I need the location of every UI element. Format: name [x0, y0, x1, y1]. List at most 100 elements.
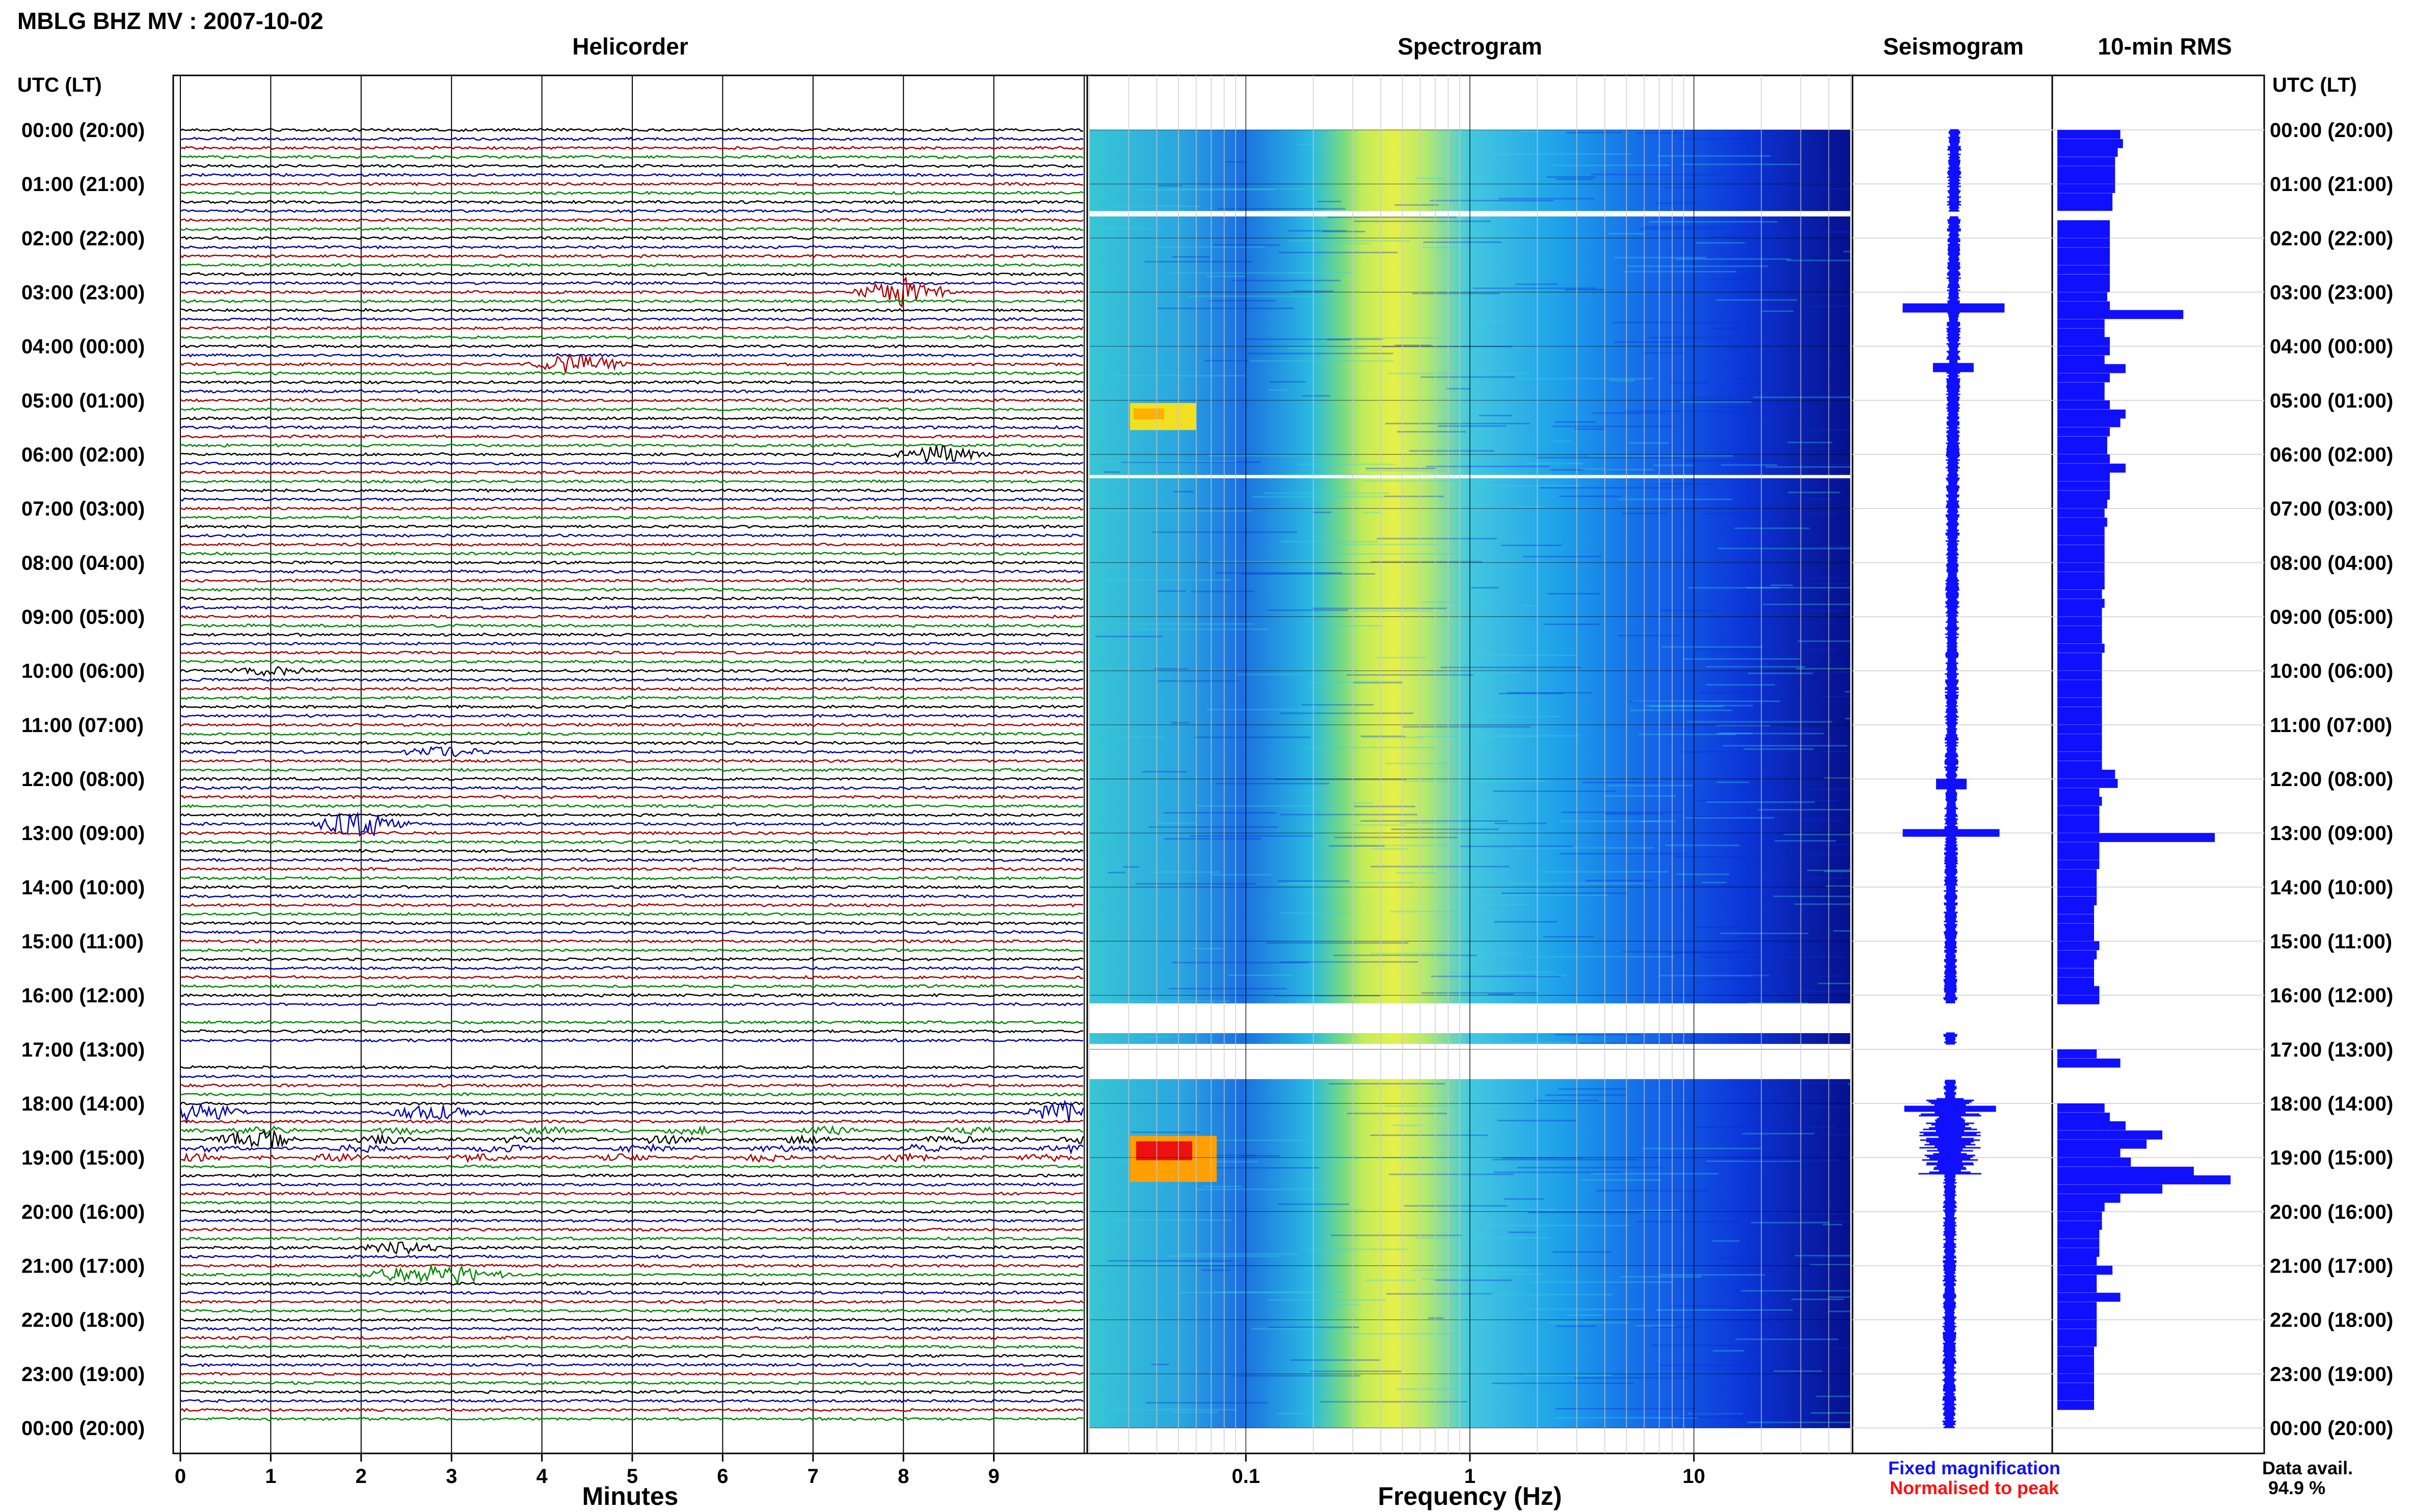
spectrogram-streak — [1328, 1157, 1361, 1159]
spectrogram-streak — [1645, 705, 1753, 707]
spectrogram-streak — [1800, 1082, 1850, 1084]
helicorder-trace — [180, 308, 1084, 313]
spectrogram-streak — [1748, 672, 1813, 674]
spectrogram-streak — [1107, 1409, 1237, 1411]
time-label-left: 11:00 (07:00) — [21, 714, 144, 737]
rms-bar — [2057, 761, 2102, 770]
spectrogram-streak — [1412, 292, 1500, 294]
time-label-right: 08:00 (04:00) — [2270, 552, 2393, 574]
helicorder-trace — [180, 713, 1084, 718]
helicorder-trace — [180, 794, 1084, 799]
spectrogram-streak — [1557, 178, 1594, 180]
spectrogram-streak — [1478, 894, 1608, 896]
spectrogram-streak — [1320, 1401, 1468, 1403]
spectrogram-streak — [1333, 954, 1477, 956]
spectrogram-streak — [1707, 801, 1815, 803]
spectrogram-streak — [1687, 721, 1833, 723]
spectrogram-streak — [1458, 484, 1580, 487]
spectrogram-streak — [1115, 623, 1254, 625]
helicorder-trace — [180, 767, 1084, 772]
spectrogram-streak — [1559, 853, 1685, 855]
rms-bar — [2057, 1157, 2131, 1167]
spectrogram-streak — [1591, 174, 1721, 176]
rms-bar — [2057, 626, 2102, 635]
spectrogram-streak — [1434, 1279, 1512, 1281]
helicorder-trace — [180, 666, 1084, 677]
helicorder-trace — [180, 813, 1084, 818]
spectrogram-streak — [1589, 455, 1733, 457]
spectrogram-streak — [1783, 734, 1804, 736]
helicorder-trace — [180, 803, 1084, 808]
spectrogram-streak — [1699, 692, 1795, 694]
spectrogram-streak — [1783, 833, 1850, 835]
helicorder-trace — [180, 1218, 1083, 1223]
spectrogram-streak — [1691, 1413, 1833, 1415]
spectrogram-xtick-label: 0.1 — [1232, 1465, 1260, 1488]
spectrogram-streak — [1360, 735, 1406, 737]
spectrogram-streak — [1651, 1344, 1766, 1346]
spectrogram-streak — [1653, 464, 1694, 466]
spectrogram-streak — [1404, 1205, 1508, 1207]
helicorder-xlabel: Minutes — [582, 1482, 679, 1510]
rms-bar — [2057, 193, 2113, 202]
spectrogram-streak — [1603, 795, 1676, 797]
spectrogram-streak — [1301, 704, 1374, 706]
helicorder-trace — [180, 1281, 1084, 1286]
helicorder-xtick-label: 5 — [627, 1465, 638, 1488]
helicorder-trace — [180, 235, 1084, 240]
time-label-left: 07:00 (03:00) — [21, 498, 145, 520]
rms-bar — [2057, 833, 2215, 842]
spectrogram-streak — [1148, 826, 1278, 828]
time-label-right: 23:00 (19:00) — [2270, 1363, 2393, 1386]
rms-bar — [2057, 589, 2102, 599]
spectrogram-streak — [1742, 1132, 1815, 1135]
spectrogram-streak — [1479, 415, 1512, 417]
helicorder-trace — [180, 1371, 1084, 1376]
spectrogram-streak — [1191, 948, 1223, 950]
helicorder-xtick-label: 4 — [536, 1465, 548, 1488]
rms-bar — [2057, 769, 2115, 779]
rms-bar — [2057, 599, 2105, 608]
rms-bar — [2057, 1310, 2097, 1320]
spectrogram-streak — [1649, 221, 1778, 223]
spectrogram-streak — [1299, 464, 1396, 466]
spectrogram-streak — [1638, 734, 1736, 736]
helicorder-trace — [180, 354, 1084, 373]
rms-bar — [2057, 1400, 2095, 1410]
time-label-right: 10:00 (06:00) — [2270, 660, 2393, 683]
helicorder-trace — [180, 632, 1084, 637]
spectrogram-streak — [1778, 306, 1850, 308]
rms-bar — [2057, 337, 2110, 346]
spectrogram-streak — [1688, 587, 1780, 589]
spectrogram-streak — [1787, 492, 1840, 494]
spectrogram-streak — [1331, 553, 1480, 555]
spectrogram-streak — [1555, 1408, 1697, 1410]
time-label-left: 12:00 (08:00) — [21, 768, 145, 791]
rms-bar — [2057, 670, 2102, 680]
spectrogram-streak — [1656, 1309, 1793, 1311]
spectrogram-streak — [1352, 610, 1433, 612]
spectrogram-streak — [1155, 246, 1265, 248]
spectrogram-streak — [1683, 658, 1800, 660]
spectrogram-streak — [1274, 995, 1381, 997]
time-label-right: 01:00 (21:00) — [2270, 173, 2393, 196]
rms-bar — [2057, 454, 2110, 464]
spectrogram-streak — [1252, 496, 1383, 498]
time-label-left: 20:00 (16:00) — [21, 1201, 145, 1223]
spectrogram-streak — [1758, 808, 1850, 811]
spectrogram-streak — [1800, 1220, 1850, 1222]
spectrogram-streak — [1661, 609, 1718, 611]
rms-bar — [2057, 346, 2110, 356]
time-label-left: 08:00 (04:00) — [21, 552, 145, 574]
spectrogram-streak — [1164, 838, 1262, 840]
spectrogram-streak — [1493, 790, 1616, 792]
helicorder-trace — [180, 1191, 1084, 1196]
spectrogram-streak — [1204, 360, 1248, 362]
spectrogram-streak — [1510, 847, 1654, 849]
helicorder-trace — [180, 127, 1084, 132]
time-label-right: 22:00 (18:00) — [2270, 1309, 2393, 1332]
spectrogram-streak — [1092, 1000, 1229, 1002]
helicorder-trace — [180, 276, 1084, 308]
spectrogram-streak — [1795, 1255, 1850, 1257]
helicorder-trace — [180, 560, 1084, 565]
